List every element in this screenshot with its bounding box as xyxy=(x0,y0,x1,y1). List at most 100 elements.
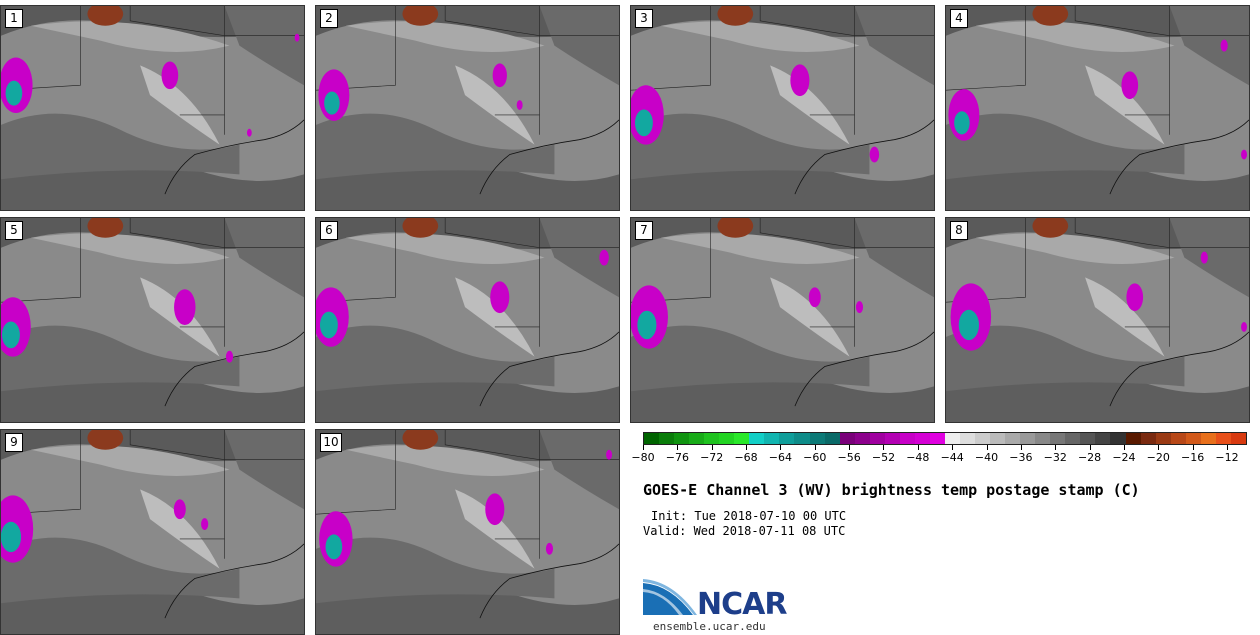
stamp-panel-2: 2 xyxy=(315,5,620,211)
stamp-map-9 xyxy=(1,430,304,634)
colorbar-tick-label: −40 xyxy=(974,451,999,464)
member-number-2: 2 xyxy=(320,9,338,28)
member-number-1: 1 xyxy=(5,9,23,28)
colorbar xyxy=(643,432,1247,445)
colorbar-tick-label: −76 xyxy=(665,451,689,464)
stamp-map-3 xyxy=(631,6,934,210)
colorbar-tick xyxy=(643,445,644,450)
member-number-9: 9 xyxy=(5,433,23,452)
stamp-panel-8: 8 xyxy=(945,217,1250,423)
colorbar-tick xyxy=(883,445,885,450)
colorbar-tick-label: −36 xyxy=(1009,451,1033,464)
colorbar-swatch xyxy=(990,433,1006,444)
colorbar-tick-label: −20 xyxy=(1146,451,1170,464)
colorbar-swatch xyxy=(944,433,960,444)
logo-text: NCAR xyxy=(697,587,787,622)
colorbar-tick xyxy=(814,445,816,450)
member-number-5: 5 xyxy=(5,221,23,240)
colorbar-tick-label: −48 xyxy=(906,451,930,464)
colorbar-swatch xyxy=(959,433,976,444)
colorbar-swatch xyxy=(794,433,810,444)
colorbar-swatch xyxy=(884,433,900,444)
valid-time: Valid: Wed 2018-07-11 08 UTC xyxy=(643,524,846,538)
colorbar-tick-label: −60 xyxy=(803,451,827,464)
stamp-panel-1: 1 xyxy=(0,5,305,211)
stamp-panel-3: 3 xyxy=(630,5,935,211)
colorbar-tick-label: −56 xyxy=(837,451,861,464)
colorbar-tick xyxy=(952,445,954,450)
colorbar-swatch xyxy=(1230,433,1246,444)
colorbar-tick xyxy=(677,445,679,450)
stamp-map-6 xyxy=(316,218,619,422)
stamp-panel-5: 5 xyxy=(0,217,305,423)
site-url: ensemble.ucar.edu xyxy=(653,620,766,633)
colorbar-swatch xyxy=(1170,433,1186,444)
colorbar-swatch xyxy=(749,433,765,444)
colorbar-swatch xyxy=(1050,433,1066,444)
chart-title: GOES-E Channel 3 (WV) brightness temp po… xyxy=(643,481,1140,499)
colorbar-tick-label: −52 xyxy=(871,451,896,464)
colorbar-swatch xyxy=(1155,433,1171,444)
member-number-7: 7 xyxy=(635,221,653,240)
member-number-8: 8 xyxy=(950,221,968,240)
stamp-panel-10: 10 xyxy=(315,429,620,635)
member-number-4: 4 xyxy=(950,9,968,28)
colorbar-swatch xyxy=(824,433,840,444)
colorbar-swatch xyxy=(1005,433,1021,444)
colorbar-tick xyxy=(1227,445,1228,450)
colorbar-swatch xyxy=(1140,433,1156,444)
member-number-6: 6 xyxy=(320,221,338,240)
member-number-10: 10 xyxy=(320,433,342,452)
colorbar-tick xyxy=(1020,445,1022,450)
colorbar-tick-label: −28 xyxy=(1077,451,1102,464)
colorbar-swatch xyxy=(1080,433,1096,444)
colorbar-tick-label: −64 xyxy=(768,451,793,464)
colorbar-tick xyxy=(711,445,713,450)
colorbar-tick xyxy=(849,445,851,450)
stamp-map-5 xyxy=(1,218,304,422)
colorbar-swatch xyxy=(929,433,945,444)
colorbar-swatch xyxy=(854,433,870,444)
colorbar-swatch xyxy=(809,433,825,444)
colorbar-ticks: −80 −76 −72 −68 −64 −60 −56 −52 −48 −44 −40 −36 −32−… xyxy=(631,445,1247,467)
stamp-panel-7: 7 xyxy=(630,217,935,423)
stamp-map-8 xyxy=(946,218,1249,422)
colorbar-tick xyxy=(1055,445,1057,450)
colorbar-tick xyxy=(1089,445,1091,450)
colorbar-tick xyxy=(780,445,782,450)
colorbar-tick xyxy=(986,445,988,450)
colorbar-tick-label: −72 xyxy=(700,451,724,464)
colorbar-tick-label: −24 xyxy=(1112,451,1136,464)
colorbar-tick xyxy=(1192,445,1194,450)
colorbar-swatch xyxy=(659,433,675,444)
colorbar-swatch xyxy=(1200,433,1216,444)
colorbar-swatch xyxy=(1065,433,1081,444)
colorbar-swatch xyxy=(719,433,735,444)
colorbar-tick-label: −12 xyxy=(1215,451,1239,464)
stamp-panel-4: 4 xyxy=(945,5,1250,211)
colorbar-swatch xyxy=(674,433,690,444)
colorbar-tick-label: −32 xyxy=(1043,451,1067,464)
colorbar-swatch xyxy=(734,433,750,444)
colorbar-swatch xyxy=(869,433,885,444)
colorbar-swatch xyxy=(1215,433,1231,444)
colorbar-tick-label: −44 xyxy=(940,451,964,464)
stamp-map-2 xyxy=(316,6,619,210)
stamp-map-10 xyxy=(316,430,619,634)
colorbar-tick-label: −80 xyxy=(631,451,655,464)
stamp-map-1 xyxy=(1,6,304,210)
colorbar-tick xyxy=(746,445,748,450)
colorbar-swatch xyxy=(1110,433,1126,444)
colorbar-swatch xyxy=(689,433,705,444)
stamp-panel-6: 6 xyxy=(315,217,620,423)
colorbar-swatch xyxy=(899,433,915,444)
member-number-3: 3 xyxy=(635,9,653,28)
colorbar-swatch xyxy=(839,433,855,444)
colorbar-tick xyxy=(1123,445,1125,450)
colorbar-tick xyxy=(1158,445,1160,450)
stamp-map-4 xyxy=(946,6,1249,210)
colorbar-swatch xyxy=(779,433,795,444)
colorbar-swatch xyxy=(975,433,991,444)
colorbar-swatch xyxy=(1185,433,1201,444)
stamp-panel-9: 9 xyxy=(0,429,305,635)
